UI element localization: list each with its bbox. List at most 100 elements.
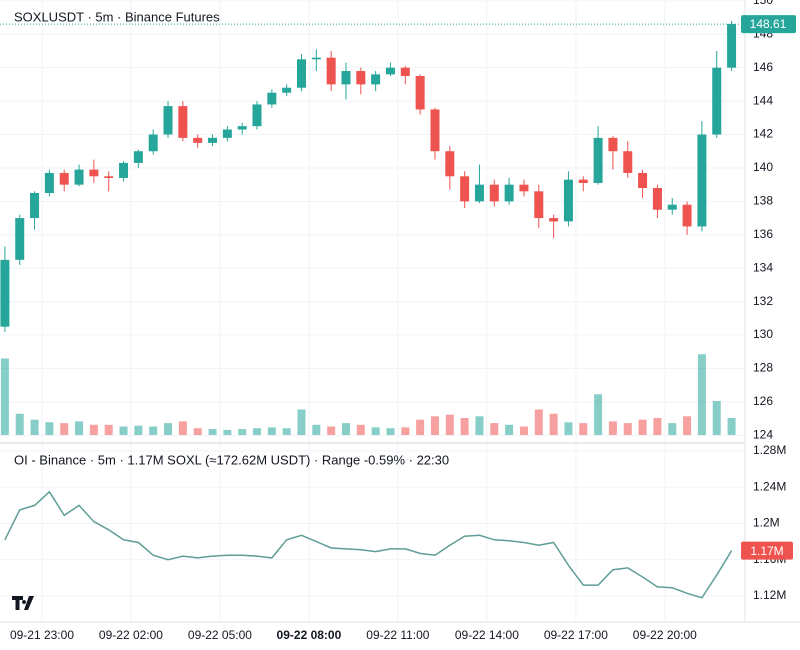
volume-bar xyxy=(668,423,677,435)
volume-bar xyxy=(60,423,69,435)
candle-body xyxy=(341,71,351,85)
volume-bar xyxy=(727,418,736,435)
candle-body xyxy=(326,57,336,85)
last-price-label: 148.61 xyxy=(750,17,787,31)
volume-bar xyxy=(193,428,202,435)
candle-body xyxy=(30,193,40,219)
candle-body xyxy=(489,184,499,202)
candle-body xyxy=(697,134,707,227)
candle-body xyxy=(148,134,158,152)
y-tick-label: 1.28M xyxy=(753,443,786,457)
candle-body xyxy=(178,106,188,138)
candle-body xyxy=(430,109,440,152)
volume-bar xyxy=(327,426,336,435)
last-price-badge xyxy=(741,15,796,34)
candle-body xyxy=(44,172,54,194)
volume-bar xyxy=(549,413,558,435)
x-tick-label: 09-22 14:00 xyxy=(455,628,519,642)
candle-body xyxy=(415,76,425,110)
volume-bar xyxy=(371,427,380,435)
volume-bar xyxy=(312,424,321,435)
volume-bar xyxy=(149,426,158,435)
y-tick-label: 144 xyxy=(753,93,773,107)
candle-body xyxy=(356,71,366,85)
oi-legend: OI - Binance · 5m · 1.17M SOXL (≈172.62M… xyxy=(14,452,449,467)
candle-body xyxy=(460,176,470,202)
volume-bar xyxy=(104,424,113,435)
volume-bar xyxy=(75,421,84,435)
volume-bar xyxy=(683,416,692,435)
volume-bar xyxy=(475,416,484,435)
volume-bar xyxy=(608,421,617,435)
volume-bar xyxy=(490,423,499,435)
candle-body xyxy=(104,176,114,178)
volume-bar xyxy=(356,424,365,435)
volume-bar xyxy=(712,401,721,435)
last-value-label: 1.17M xyxy=(750,544,783,558)
volume-bar xyxy=(623,423,632,435)
volume-bar xyxy=(267,427,276,435)
candle-body xyxy=(519,184,529,192)
candle-body xyxy=(534,191,544,219)
volume-bar xyxy=(534,409,543,435)
candle-body xyxy=(208,137,218,143)
volume-bar xyxy=(638,419,647,435)
volume-bar xyxy=(164,423,173,435)
candle-body xyxy=(578,179,588,183)
candle-body xyxy=(445,151,455,177)
candle-body xyxy=(712,67,722,135)
candle-body xyxy=(504,184,514,202)
x-tick-label: 09-22 02:00 xyxy=(99,628,163,642)
candle-body xyxy=(193,137,203,143)
y-tick-label: 1.24M xyxy=(753,479,786,493)
candle-body xyxy=(15,218,25,260)
x-tick-label: 09-22 08:00 xyxy=(277,628,342,642)
volume-bar xyxy=(134,425,143,435)
candle-body xyxy=(89,169,99,177)
candle-body xyxy=(727,24,737,68)
candle-body xyxy=(652,187,662,210)
candle-body xyxy=(0,259,10,327)
y-tick-label: 132 xyxy=(753,294,773,308)
last-value-badge xyxy=(741,541,793,560)
candle-body xyxy=(311,57,321,60)
candle-body xyxy=(400,67,410,77)
volume-bar xyxy=(697,354,706,435)
y-tick-label: 146 xyxy=(753,60,773,74)
volume-bar xyxy=(430,416,439,435)
candle-body xyxy=(74,169,84,185)
x-tick-label: 09-22 05:00 xyxy=(188,628,252,642)
candle-body xyxy=(282,87,292,93)
volume-bar xyxy=(564,422,573,435)
oi-line xyxy=(4,490,733,599)
candle-body xyxy=(297,59,306,88)
volume-bar xyxy=(519,426,528,435)
candle-body xyxy=(371,74,381,85)
y-tick-label: 1.12M xyxy=(753,588,786,602)
volume-bar xyxy=(297,409,306,435)
volume-bar xyxy=(119,426,128,435)
candle-body xyxy=(59,172,69,185)
candle-body xyxy=(133,151,143,163)
candle-body xyxy=(119,162,129,178)
candle-body xyxy=(252,104,262,127)
volume-bar xyxy=(579,423,588,435)
candle-body xyxy=(623,151,633,173)
y-tick-label: 130 xyxy=(753,327,773,341)
logo xyxy=(12,596,34,610)
candle-body xyxy=(667,204,677,210)
volume-bar xyxy=(45,422,54,435)
candle-body xyxy=(682,204,692,227)
volume-bar xyxy=(505,424,514,435)
candle-body xyxy=(385,67,395,75)
volume-bar xyxy=(208,429,217,435)
y-tick-label: 150 xyxy=(753,0,773,7)
volume-bar xyxy=(0,358,9,435)
volume-bar xyxy=(653,418,662,435)
candle-body xyxy=(593,137,603,183)
candle-body xyxy=(222,129,232,138)
volume-bar xyxy=(401,427,410,435)
